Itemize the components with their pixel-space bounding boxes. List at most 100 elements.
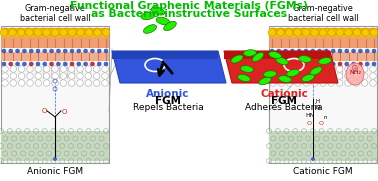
Ellipse shape — [370, 28, 376, 35]
Ellipse shape — [77, 62, 81, 66]
Text: Anionic FGM: Anionic FGM — [27, 167, 83, 176]
Ellipse shape — [56, 49, 60, 53]
FancyBboxPatch shape — [269, 131, 377, 161]
Ellipse shape — [345, 66, 351, 72]
Ellipse shape — [156, 17, 170, 25]
Ellipse shape — [358, 49, 363, 53]
Ellipse shape — [97, 49, 101, 53]
Text: FGM: FGM — [155, 96, 181, 106]
Ellipse shape — [231, 55, 243, 63]
Ellipse shape — [311, 73, 318, 79]
Ellipse shape — [358, 62, 363, 66]
Ellipse shape — [290, 62, 294, 66]
Ellipse shape — [287, 66, 293, 72]
Ellipse shape — [2, 66, 8, 72]
Ellipse shape — [345, 62, 349, 66]
Ellipse shape — [353, 66, 359, 72]
Ellipse shape — [293, 28, 300, 35]
Ellipse shape — [56, 62, 60, 66]
Ellipse shape — [85, 29, 93, 36]
Ellipse shape — [276, 57, 288, 65]
Ellipse shape — [269, 51, 281, 59]
Text: O: O — [62, 109, 67, 115]
Ellipse shape — [336, 29, 344, 36]
Polygon shape — [224, 51, 330, 59]
Ellipse shape — [50, 49, 54, 53]
Ellipse shape — [353, 73, 359, 79]
Ellipse shape — [40, 28, 47, 35]
Ellipse shape — [303, 66, 310, 72]
Ellipse shape — [346, 28, 353, 35]
Ellipse shape — [302, 29, 310, 36]
Ellipse shape — [2, 49, 6, 53]
Ellipse shape — [144, 25, 156, 33]
Text: O: O — [307, 121, 312, 126]
FancyBboxPatch shape — [269, 26, 377, 163]
Ellipse shape — [164, 21, 176, 31]
Ellipse shape — [52, 66, 58, 72]
Ellipse shape — [151, 7, 165, 15]
Ellipse shape — [141, 12, 155, 20]
Ellipse shape — [318, 49, 322, 53]
Ellipse shape — [2, 28, 8, 35]
Ellipse shape — [71, 28, 78, 35]
Ellipse shape — [10, 66, 17, 72]
Ellipse shape — [353, 80, 359, 86]
Ellipse shape — [55, 28, 62, 35]
Ellipse shape — [278, 73, 285, 79]
Ellipse shape — [346, 63, 364, 85]
Text: Adheres Bacteria: Adheres Bacteria — [245, 103, 323, 112]
Ellipse shape — [68, 29, 76, 36]
Ellipse shape — [35, 73, 42, 79]
Ellipse shape — [331, 62, 335, 66]
Ellipse shape — [303, 73, 310, 79]
Ellipse shape — [352, 49, 356, 53]
Ellipse shape — [297, 49, 301, 53]
Ellipse shape — [2, 80, 8, 86]
Ellipse shape — [35, 80, 42, 86]
Ellipse shape — [285, 29, 293, 36]
Ellipse shape — [370, 80, 376, 86]
Ellipse shape — [85, 66, 91, 72]
Ellipse shape — [77, 73, 83, 79]
Ellipse shape — [336, 73, 343, 79]
Ellipse shape — [372, 62, 376, 66]
Ellipse shape — [17, 29, 25, 36]
Ellipse shape — [365, 49, 369, 53]
Ellipse shape — [278, 66, 285, 72]
Ellipse shape — [102, 29, 110, 36]
Ellipse shape — [361, 73, 368, 79]
Ellipse shape — [70, 62, 74, 66]
Ellipse shape — [353, 29, 361, 36]
Ellipse shape — [10, 80, 17, 86]
Ellipse shape — [263, 71, 276, 77]
Ellipse shape — [63, 28, 70, 35]
Ellipse shape — [27, 80, 33, 86]
Ellipse shape — [240, 66, 253, 72]
Ellipse shape — [97, 62, 101, 66]
FancyBboxPatch shape — [1, 131, 109, 161]
Ellipse shape — [284, 49, 288, 53]
Text: Repels Bacteria: Repels Bacteria — [133, 103, 203, 112]
Ellipse shape — [287, 80, 293, 86]
Ellipse shape — [324, 62, 328, 66]
Text: Cationic: Cationic — [260, 89, 308, 99]
Ellipse shape — [338, 62, 342, 66]
Ellipse shape — [299, 56, 311, 62]
Ellipse shape — [9, 62, 13, 66]
Ellipse shape — [328, 29, 335, 36]
Ellipse shape — [319, 58, 332, 64]
Ellipse shape — [77, 49, 81, 53]
Ellipse shape — [17, 28, 24, 35]
Ellipse shape — [15, 49, 20, 53]
Ellipse shape — [77, 29, 84, 36]
Ellipse shape — [25, 28, 32, 35]
Ellipse shape — [52, 73, 58, 79]
Ellipse shape — [295, 73, 301, 79]
Ellipse shape — [93, 80, 100, 86]
Text: NH₂: NH₂ — [349, 70, 361, 75]
Ellipse shape — [278, 80, 285, 86]
Ellipse shape — [102, 28, 108, 35]
Ellipse shape — [310, 67, 322, 75]
Ellipse shape — [50, 62, 54, 66]
